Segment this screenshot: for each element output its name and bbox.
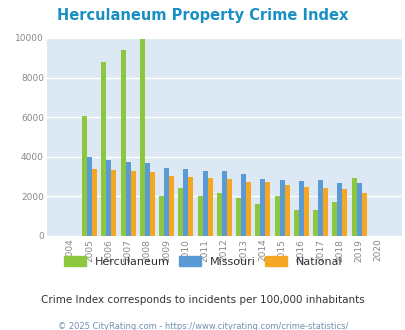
Bar (202, 171, 207, 236)
Bar (235, 198, 241, 236)
Bar (188, 177, 193, 236)
Bar (106, 160, 111, 236)
Bar (260, 179, 264, 236)
Bar (264, 182, 270, 236)
Bar (178, 188, 183, 236)
Bar (125, 162, 130, 236)
Bar (241, 174, 245, 236)
Bar (197, 196, 202, 236)
Bar (245, 182, 250, 236)
Bar (279, 180, 284, 236)
Text: Herculaneum Property Crime Index: Herculaneum Property Crime Index (57, 8, 348, 23)
Bar (82, 116, 87, 236)
Bar (274, 196, 279, 236)
Legend: Herculaneum, Missouri, National: Herculaneum, Missouri, National (64, 256, 341, 267)
Bar (221, 171, 226, 236)
Bar (159, 196, 164, 236)
Bar (216, 193, 221, 236)
Bar (149, 172, 154, 236)
Bar (226, 179, 231, 236)
Bar (120, 50, 125, 236)
Bar (298, 181, 303, 236)
Text: Crime Index corresponds to incidents per 100,000 inhabitants: Crime Index corresponds to incidents per… (41, 295, 364, 305)
Bar (293, 210, 298, 236)
Bar (101, 62, 106, 236)
Bar (130, 171, 135, 236)
Bar (337, 183, 341, 236)
Text: © 2025 CityRating.com - https://www.cityrating.com/crime-statistics/: © 2025 CityRating.com - https://www.city… (58, 322, 347, 330)
Bar (331, 202, 337, 236)
Bar (322, 188, 327, 236)
Bar (317, 180, 322, 236)
Bar (87, 157, 92, 236)
Bar (164, 168, 168, 236)
Bar (351, 178, 356, 236)
Bar (168, 176, 174, 236)
Bar (207, 178, 212, 236)
Bar (312, 210, 317, 236)
Bar (183, 169, 188, 236)
Bar (360, 193, 366, 236)
Bar (111, 170, 116, 236)
Bar (356, 183, 360, 236)
Bar (303, 187, 308, 236)
Bar (284, 185, 289, 236)
Bar (341, 189, 346, 236)
Bar (139, 39, 145, 236)
Bar (255, 204, 260, 236)
Bar (92, 169, 97, 236)
Bar (145, 163, 149, 236)
